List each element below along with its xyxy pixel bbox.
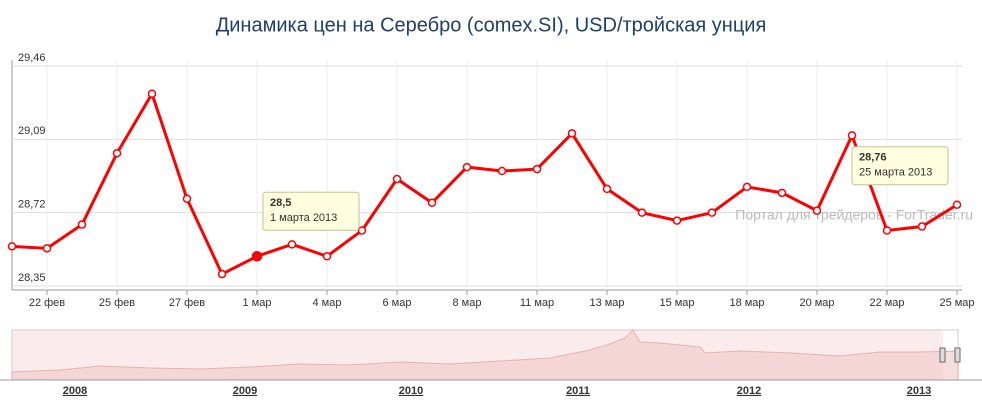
navigator-year: 2013 bbox=[907, 385, 931, 397]
point bbox=[777, 188, 787, 198]
x-tick-label: 27 фев bbox=[169, 297, 205, 309]
watermark: Портал для трейдеров - ForTrader.ru bbox=[735, 207, 973, 223]
tooltip bbox=[851, 146, 949, 186]
point bbox=[672, 216, 682, 225]
x-tick-label: 6 мар bbox=[383, 297, 412, 309]
x-tick-label: 15 мар bbox=[659, 297, 694, 309]
y-tick-label: 29,46 bbox=[18, 52, 46, 64]
tooltip-value: 28,76 bbox=[859, 152, 887, 164]
x-tick-label: 4 мар bbox=[313, 297, 342, 309]
point bbox=[217, 269, 227, 279]
line bbox=[11, 90, 958, 277]
point bbox=[707, 208, 717, 217]
navigator-handle[interactable] bbox=[954, 347, 961, 363]
point bbox=[147, 89, 157, 98]
x-tick-label: 1 мар bbox=[243, 297, 272, 309]
navigator-year: 2010 bbox=[399, 385, 423, 397]
point bbox=[882, 226, 892, 235]
y-tick-label: 28,35 bbox=[18, 272, 46, 284]
navigator-mask bbox=[12, 330, 943, 380]
point bbox=[357, 226, 367, 235]
tooltip-date: 1 марта 2013 bbox=[270, 212, 337, 224]
navigator-year: 2012 bbox=[737, 385, 761, 397]
point bbox=[567, 129, 577, 138]
point bbox=[427, 198, 437, 208]
x-tick-label: 25 мар bbox=[939, 297, 974, 309]
x-tick-label: 13 мар bbox=[589, 297, 624, 309]
point bbox=[917, 222, 927, 231]
point bbox=[602, 184, 612, 194]
x-tick-label: 8 мар bbox=[453, 297, 482, 309]
navigator-year: 2008 bbox=[63, 385, 87, 397]
y-tick-label: 28,72 bbox=[18, 199, 46, 211]
point bbox=[847, 131, 857, 140]
tooltip-value: 28,5 bbox=[270, 197, 291, 209]
point bbox=[462, 162, 472, 172]
point bbox=[497, 166, 507, 176]
point bbox=[952, 200, 962, 209]
navigator bbox=[11, 329, 961, 381]
navigator-year: 2009 bbox=[233, 385, 257, 397]
y-tick-label: 29,09 bbox=[18, 125, 46, 137]
point bbox=[287, 240, 297, 249]
navigator-handle[interactable] bbox=[939, 347, 946, 363]
tooltip-date: 25 марта 2013 bbox=[859, 167, 932, 179]
navigator-area bbox=[11, 329, 959, 381]
x-tick-label: 20 мар bbox=[799, 297, 834, 309]
point bbox=[182, 194, 192, 204]
point bbox=[392, 174, 402, 184]
x-tick-label: 18 мар bbox=[729, 297, 764, 309]
point bbox=[532, 164, 542, 174]
point bbox=[112, 148, 122, 158]
x-tick-label: 22 мар bbox=[869, 297, 904, 309]
chart-title: Динамика цен на Серебро (comex.SI), USD/… bbox=[216, 14, 767, 36]
point bbox=[251, 251, 263, 262]
x-tick-label: 25 фев bbox=[99, 297, 135, 309]
point bbox=[77, 220, 87, 229]
tooltip bbox=[262, 191, 360, 231]
point bbox=[322, 252, 332, 261]
point bbox=[42, 244, 52, 253]
point bbox=[637, 208, 647, 217]
point bbox=[742, 182, 752, 192]
point bbox=[812, 206, 822, 215]
navigator-year: 2011 bbox=[566, 385, 590, 397]
point bbox=[7, 242, 17, 251]
x-tick-label: 11 мар bbox=[520, 297, 554, 309]
x-tick-label: 22 фев bbox=[29, 297, 65, 309]
